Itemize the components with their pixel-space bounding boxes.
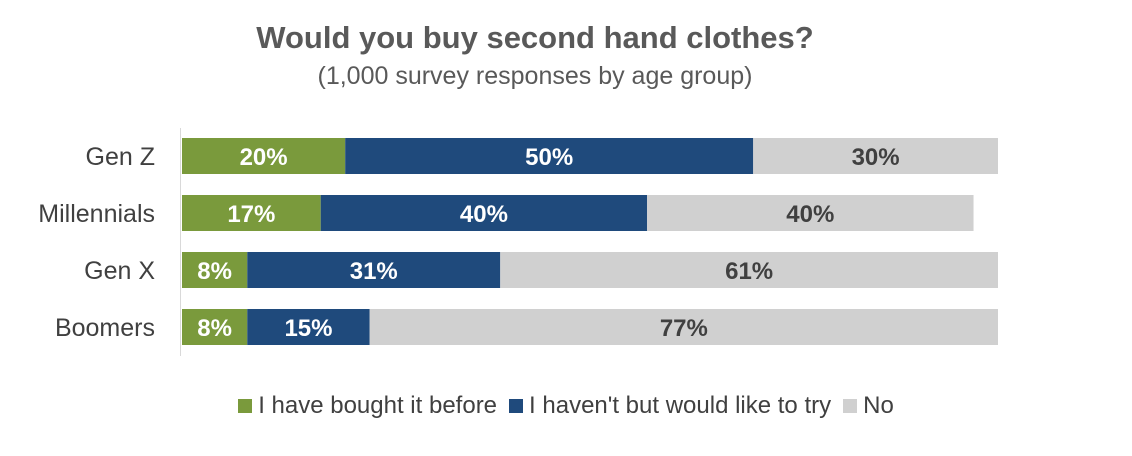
bar-data-label: 15% — [284, 315, 332, 342]
bar-data-label: 31% — [350, 258, 398, 285]
legend-swatch — [843, 399, 858, 413]
bar-data-label: 77% — [660, 315, 708, 342]
legend-swatch — [238, 399, 253, 413]
bar-segment — [345, 138, 754, 174]
bar-data-label: 30% — [852, 144, 900, 171]
bar-segment — [247, 252, 501, 288]
bar-segment — [182, 138, 346, 174]
bar-data-label: 40% — [460, 201, 508, 228]
legend-label: No — [863, 392, 894, 419]
legend-item: No — [843, 392, 894, 420]
bar-segment — [320, 195, 648, 231]
category-label: Gen Z — [86, 143, 155, 171]
category-label: Boomers — [55, 314, 155, 342]
bar-segment — [182, 252, 248, 288]
bar-segment — [647, 195, 974, 231]
bar-segment — [182, 195, 321, 231]
bar-segment — [753, 138, 998, 174]
category-labels-group: Gen Z Millennials Gen X Boomers — [38, 143, 155, 342]
bar-data-label: 50% — [525, 144, 573, 171]
bar-segment — [247, 309, 370, 345]
chart-title: Would you buy second hand clothes? — [256, 20, 814, 55]
bar-data-label: 17% — [227, 201, 275, 228]
bar-data-label: 8% — [197, 315, 232, 342]
bar-data-label: 61% — [725, 258, 773, 285]
chart-subtitle: (1,000 survey responses by age group) — [317, 62, 753, 90]
bar-data-label: 8% — [197, 258, 232, 285]
legend-label: I haven't but would like to try — [529, 392, 832, 419]
legend-item: I have bought it before — [238, 392, 497, 420]
category-label: Millennials — [38, 200, 155, 228]
bar-segment — [369, 309, 998, 345]
legend: I have bought it before I haven't but wou… — [0, 391, 1132, 421]
bar-data-label: 40% — [786, 201, 834, 228]
bar-segment — [182, 309, 248, 345]
bar-segment — [500, 252, 998, 288]
category-label: Gen X — [84, 257, 155, 285]
legend-swatch — [509, 399, 524, 413]
bars-group: 20% 50% 30% 17% 40% 40% 8% 31% 61% 8% 15% 77% — [182, 138, 998, 345]
legend-item: I haven't but would like to try — [509, 392, 831, 420]
legend-label: I have bought it before — [258, 392, 498, 419]
bar-data-label: 20% — [240, 144, 288, 171]
